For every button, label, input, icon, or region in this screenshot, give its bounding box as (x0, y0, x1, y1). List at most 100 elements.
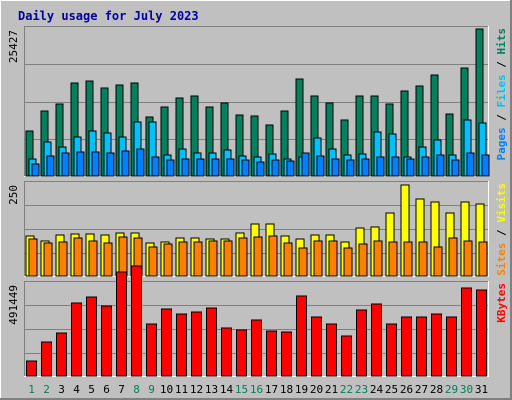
x-tick-label: 22 (340, 383, 353, 396)
x-tick-label: 12 (190, 383, 203, 396)
bar-sites-20 (313, 240, 323, 277)
bar-kbytes-9 (146, 323, 157, 377)
bar-pages-14 (226, 158, 235, 177)
x-tick-label: 30 (460, 383, 473, 396)
bar-kbytes-30 (461, 287, 472, 377)
bar-sites-24 (373, 240, 383, 277)
chart-title: Daily usage for July 2023 (18, 9, 199, 23)
bar-pages-3 (61, 152, 70, 177)
bar-pages-9 (151, 156, 160, 177)
bar-kbytes-2 (41, 341, 52, 377)
svg-text:Pages / Files / Hits: Pages / Files / Hits (495, 28, 508, 161)
x-tick-label: 27 (415, 383, 428, 396)
x-tick-label: 9 (148, 383, 155, 396)
bar-sites-17 (268, 235, 278, 277)
bar-kbytes-10 (161, 308, 172, 377)
bar-pages-27 (421, 156, 430, 177)
bar-sites-21 (328, 240, 338, 277)
bar-sites-1 (28, 238, 38, 277)
legend-item-hits: Hits (495, 28, 508, 55)
bar-sites-23 (358, 243, 368, 277)
x-tick-label: 16 (250, 383, 263, 396)
bar-sites-25 (388, 241, 398, 277)
x-tick-label: 29 (445, 383, 458, 396)
bar-sites-5 (88, 240, 98, 277)
bar-pages-4 (76, 151, 85, 177)
bar-kbytes-7 (116, 271, 127, 377)
svg-text:KBytes: KBytes (495, 283, 508, 323)
bar-sites-6 (103, 242, 113, 277)
x-tick-label: 28 (430, 383, 443, 396)
bar-pages-23 (361, 158, 370, 177)
bar-kbytes-31 (476, 289, 487, 377)
x-tick-label: 23 (355, 383, 368, 396)
x-tick-label: 26 (400, 383, 413, 396)
bar-kbytes-23 (356, 309, 367, 377)
bar-kbytes-16 (251, 319, 262, 377)
x-tick-label: 8 (133, 383, 140, 396)
bar-pages-8 (136, 148, 145, 177)
x-tick-label: 11 (175, 383, 188, 396)
bar-sites-12 (193, 241, 203, 277)
x-tick-label: 1 (28, 383, 35, 396)
x-tick-label: 6 (103, 383, 110, 396)
bar-pages-22 (346, 159, 355, 177)
bar-kbytes-27 (416, 316, 427, 377)
x-axis: 1 2 3 4 5 6 7 8 9 10 11 12 13 14 15 16 17 18 19 20 21 22 23 24 2… (28, 383, 488, 396)
bar-kbytes-8 (131, 265, 142, 377)
panel-hits-files-pages: 25427 Pages / Files / Hits (7, 26, 508, 177)
bar-pages-6 (106, 152, 115, 177)
x-tick-label: 3 (58, 383, 65, 396)
bar-kbytes-17 (266, 330, 277, 377)
bar-sites-29 (448, 237, 458, 277)
bar-pages-12 (196, 158, 205, 177)
legend-item-pages: Pages (495, 127, 508, 160)
bar-sites-28 (433, 246, 443, 277)
bar-sites-7 (118, 236, 128, 277)
bar-sites-16 (253, 236, 263, 277)
x-tick-label: 4 (73, 383, 80, 396)
bar-sites-14 (223, 240, 233, 277)
legend-item-sites: Sites (495, 243, 508, 276)
bar-kbytes-11 (176, 313, 187, 377)
y-max-label: 491449 (7, 285, 20, 325)
bar-sites-3 (58, 241, 68, 277)
bar-pages-29 (451, 159, 460, 177)
bar-pages-30 (466, 152, 475, 177)
bar-sites-11 (178, 241, 188, 277)
bar-pages-18 (286, 160, 295, 177)
bar-kbytes-18 (281, 331, 292, 377)
bar-pages-17 (271, 159, 280, 177)
x-tick-label: 5 (88, 383, 95, 396)
x-tick-label: 13 (205, 383, 218, 396)
bar-sites-9 (148, 246, 158, 277)
bar-sites-13 (208, 240, 218, 277)
bar-pages-25 (391, 156, 400, 177)
bar-kbytes-22 (341, 335, 352, 377)
svg-text:Sites / Visits: Sites / Visits (495, 183, 508, 276)
bar-pages-1 (31, 163, 40, 177)
bar-kbytes-28 (431, 313, 442, 377)
bar-sites-15 (238, 237, 248, 277)
panel-kbytes: 491449 KBytes (7, 265, 508, 377)
bar-pages-7 (121, 150, 130, 177)
chart-panels: 25427 Pages / Files / Hits 250 Sites / Visi… (7, 26, 508, 377)
x-tick-label: 17 (265, 383, 278, 396)
x-tick-label: 25 (385, 383, 398, 396)
bar-kbytes-13 (206, 307, 217, 377)
x-tick-label: 31 (475, 383, 488, 396)
bar-pages-24 (376, 156, 385, 177)
bar-kbytes-3 (56, 332, 67, 377)
bar-sites-4 (73, 237, 83, 277)
bar-kbytes-15 (236, 329, 247, 377)
bar-pages-19 (301, 152, 310, 177)
x-tick-label: 15 (235, 383, 248, 396)
bar-sites-19 (298, 247, 308, 277)
bar-sites-27 (418, 241, 428, 277)
bar-pages-11 (181, 158, 190, 177)
bar-sites-31 (478, 241, 488, 277)
x-tick-label: 20 (310, 383, 323, 396)
x-tick-label: 7 (118, 383, 125, 396)
x-tick-label: 2 (43, 383, 50, 396)
